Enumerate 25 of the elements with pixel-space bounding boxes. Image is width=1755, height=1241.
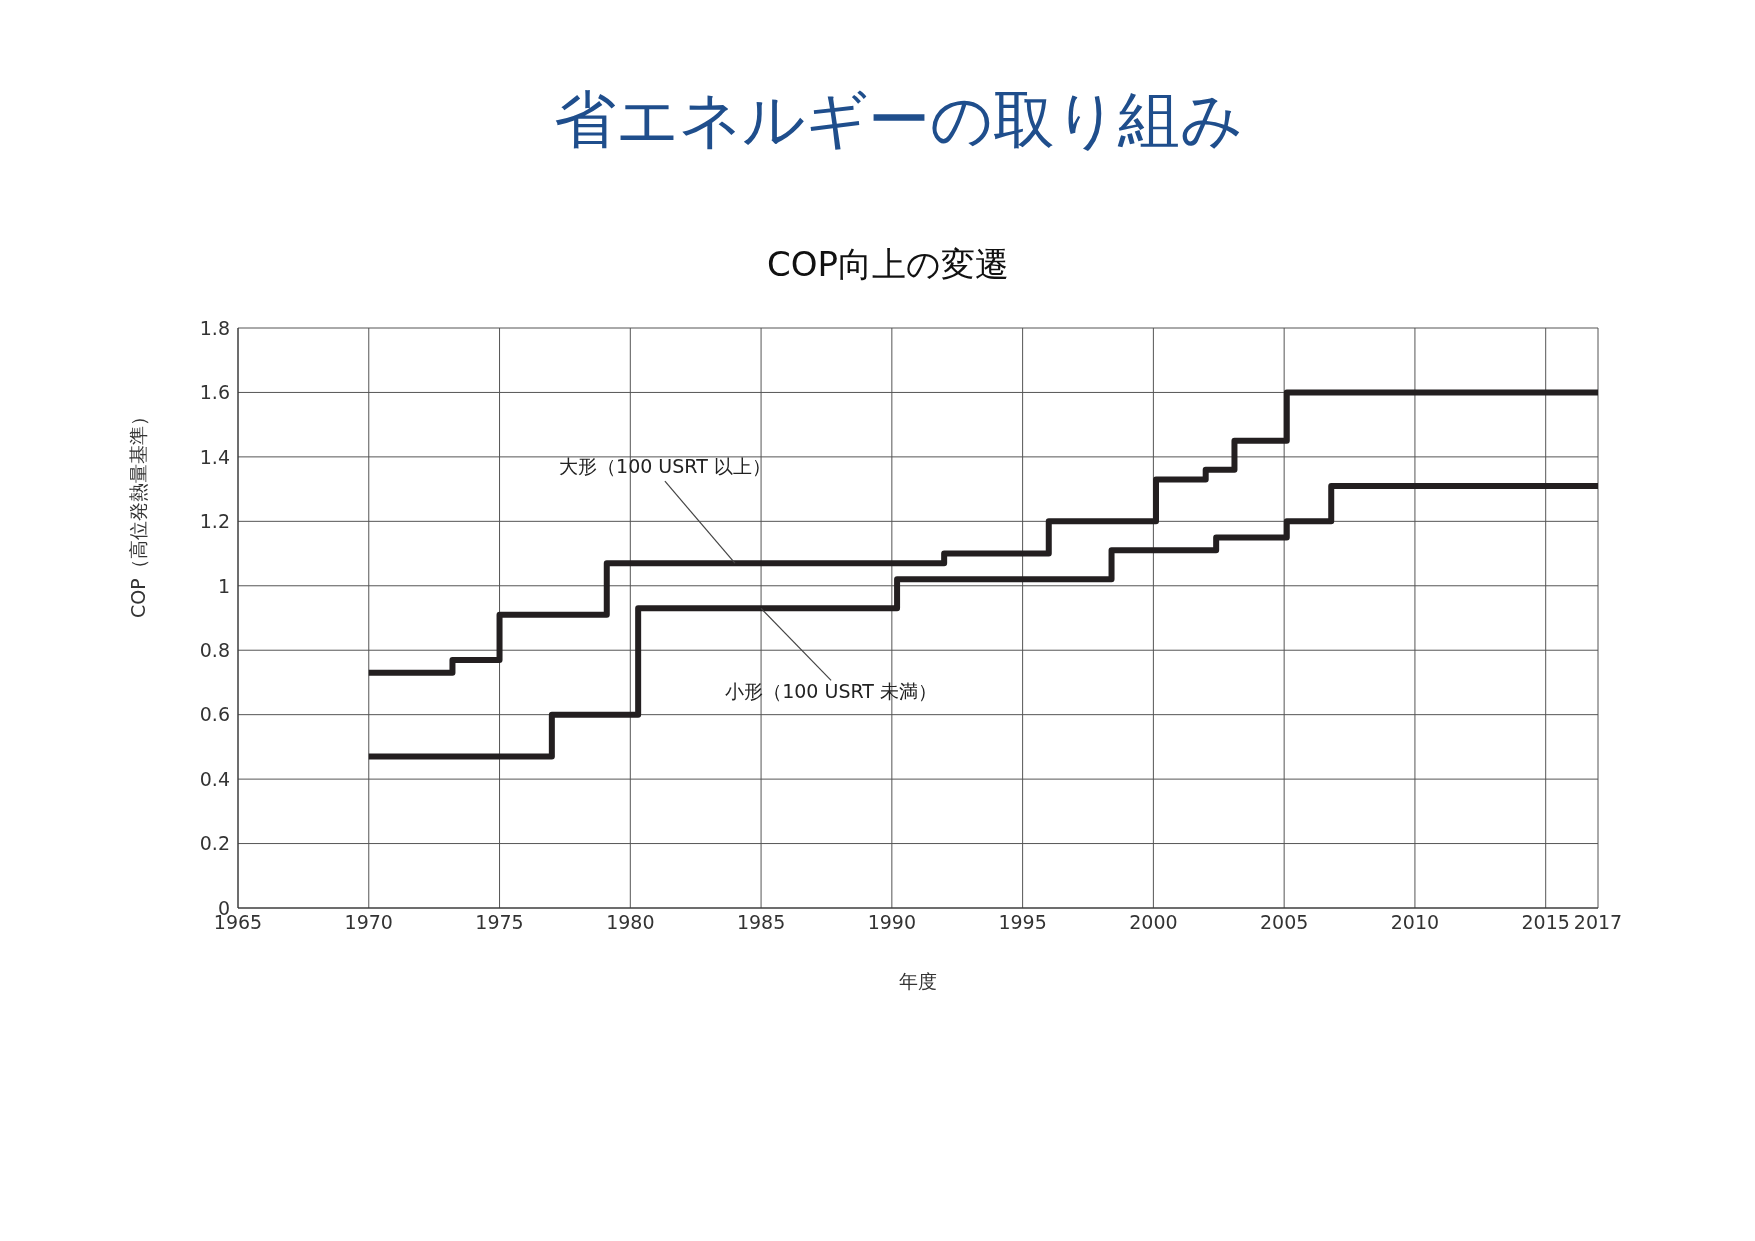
y-tick-label: 1.2 bbox=[199, 510, 230, 533]
x-tick-label: 1970 bbox=[344, 911, 393, 934]
x-tick-label: 1980 bbox=[606, 911, 655, 934]
x-tick-label: 1975 bbox=[475, 911, 524, 934]
chart-title: 省エネルギーの取り組み bbox=[552, 82, 1244, 158]
y-tick-label: 0.6 bbox=[199, 703, 230, 726]
y-tick-label: 1 bbox=[217, 574, 230, 597]
x-tick-label: 2000 bbox=[1129, 911, 1178, 934]
x-tick-label: 2015 bbox=[1521, 911, 1570, 934]
x-tick-label: 1990 bbox=[867, 911, 917, 934]
y-tick-label: 0.4 bbox=[199, 767, 230, 790]
annotation: 小形（100 USRT 未満） bbox=[725, 680, 937, 703]
x-tick-label: 1985 bbox=[736, 911, 786, 934]
x-axis-title: 年度 bbox=[899, 970, 937, 992]
y-tick-label: 1.8 bbox=[199, 316, 230, 339]
y-tick-label: 1.6 bbox=[199, 381, 230, 404]
y-tick-label: 0.2 bbox=[199, 832, 230, 855]
y-axis-title: COP（高位発熱量基準） bbox=[126, 407, 149, 618]
x-tick-label: 1995 bbox=[998, 911, 1047, 934]
y-tick-label: 0.8 bbox=[199, 638, 230, 661]
y-tick-label: 1.4 bbox=[199, 445, 230, 468]
x-tick-label: 2005 bbox=[1259, 911, 1309, 934]
x-tick-label: 2010 bbox=[1390, 911, 1440, 934]
x-tick-label: 2017 bbox=[1573, 911, 1623, 934]
chart-subtitle: COP向上の変遷 bbox=[766, 243, 1010, 286]
